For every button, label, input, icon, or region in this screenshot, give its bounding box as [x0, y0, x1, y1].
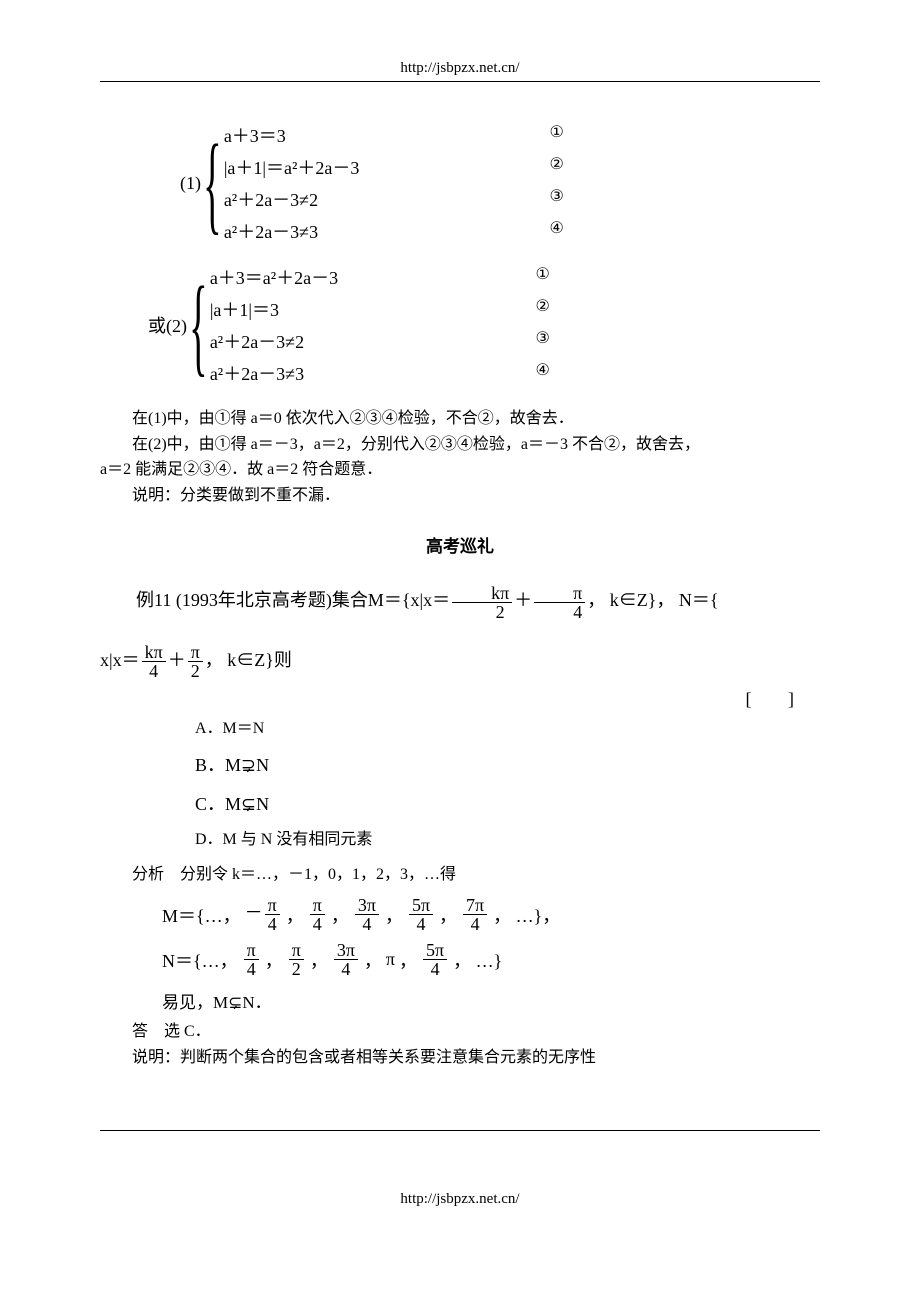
- eq-num: ①: [549, 122, 563, 148]
- paragraph-3: 说明：分类要做到不重不漏．: [100, 483, 820, 509]
- example11-line1-suffix: ， k∈Z}， N＝{: [587, 590, 718, 610]
- option-d: D．M 与 N 没有相同元素: [195, 826, 820, 855]
- set-item: －π4: [245, 896, 282, 933]
- system1-lines: a＋3＝3 ① |a＋1|＝a²＋2a－3 ② a²＋2a－3≠2 ③ a²＋2…: [224, 122, 564, 244]
- eq-num: ③: [535, 328, 549, 354]
- footer-url: http://jsbpzx.net.cn/: [100, 1191, 820, 1208]
- set-item: π2: [287, 941, 306, 978]
- subset-neq-icon: ⊊: [241, 788, 256, 820]
- paragraph-2b: a＝2 能满足②③④．故 a＝2 符合题意．: [100, 457, 820, 483]
- analysis-label: 分析 分别令 k＝…，－1，0，1，2，3，…得: [100, 861, 820, 888]
- eq-line: |a＋1|＝3 ②: [210, 296, 550, 322]
- set-item: 3π4: [332, 941, 360, 978]
- example-11: 例11 (1993年北京高考题)集合M＝{x|x＝kπ2＋π4， k∈Z}， N…: [100, 581, 820, 680]
- option-b-suffix: N: [256, 755, 269, 775]
- eq-line: a＋3＝a²＋2a－3 ①: [210, 264, 550, 290]
- note-line: 说明：判断两个集合的包含或者相等关系要注意集合元素的无序性: [100, 1045, 820, 1071]
- example11-line2-prefix: x|x＝: [100, 650, 140, 670]
- conclusion-suffix: N．: [242, 993, 271, 1012]
- example11-line2-suffix: ， k∈Z}则: [205, 650, 292, 670]
- set-item: π: [386, 949, 395, 970]
- system1-prefix: (1): [180, 173, 201, 194]
- option-b-prefix: B．M: [195, 755, 241, 775]
- eq-expr: a²＋2a－3≠2: [210, 328, 304, 354]
- option-c-prefix: C．M: [195, 794, 241, 814]
- set-item: π4: [242, 941, 261, 978]
- eq-num: ②: [549, 154, 563, 180]
- set-item: 5π4: [407, 896, 435, 933]
- option-c: C．M⊊N: [195, 788, 820, 820]
- page-content: http://jsbpzx.net.cn/ (1) { a＋3＝3 ① |a＋1…: [0, 0, 920, 1248]
- eq-num: ④: [535, 360, 549, 386]
- answer-line: 答 选 C．: [100, 1019, 820, 1045]
- conclusion-prefix: 易见，M: [162, 993, 228, 1012]
- equation-system-2: 或(2) { a＋3＝a²＋2a－3 ① |a＋1|＝3 ② a²＋2a－3≠2…: [148, 264, 820, 386]
- subset-neq-icon: ⊊: [228, 993, 242, 1012]
- paragraph-2: 在(2)中，由①得 a＝－3，a＝2，分别代入②③④检验，a＝－3 不合②，故舍…: [100, 432, 820, 458]
- option-c-suffix: N: [256, 794, 269, 814]
- supset-neq-icon: ⊋: [241, 749, 256, 781]
- section-title: 高考巡礼: [100, 532, 820, 557]
- set-m-suffix: ， …}，: [493, 902, 560, 928]
- fraction: π2: [188, 643, 203, 680]
- set-n: N＝{…， π4， π2， 3π4， π， 5π4 ， …}: [162, 941, 820, 978]
- eq-expr: a²＋2a－3≠3: [210, 360, 304, 386]
- eq-line: a²＋2a－3≠2 ③: [224, 186, 564, 212]
- option-a: A．M＝N: [195, 715, 820, 744]
- eq-expr: |a＋1|＝a²＋2a－3: [224, 154, 360, 180]
- eq-expr: a＋3＝a²＋2a－3: [210, 264, 338, 290]
- set-item: 5π4: [421, 941, 449, 978]
- eq-line: a²＋2a－3≠3 ④: [210, 360, 550, 386]
- eq-line: a²＋2a－3≠3 ④: [224, 218, 564, 244]
- left-brace-icon: {: [189, 276, 207, 375]
- header-rule: [100, 81, 820, 82]
- system2-prefix: 或(2): [148, 312, 187, 338]
- eq-num: ④: [549, 218, 563, 244]
- eq-line: a²＋2a－3≠2 ③: [210, 328, 550, 354]
- eq-line: |a＋1|＝a²＋2a－3 ②: [224, 154, 564, 180]
- eq-expr: a＋3＝3: [224, 122, 286, 148]
- system2-lines: a＋3＝a²＋2a－3 ① |a＋1|＝3 ② a²＋2a－3≠2 ③ a²＋2…: [210, 264, 550, 386]
- paragraph-1: 在(1)中，由①得 a＝0 依次代入②③④检验，不合②，故舍去．: [100, 406, 820, 432]
- fraction: kπ4: [142, 643, 166, 680]
- set-item: π4: [308, 896, 327, 933]
- eq-num: ③: [549, 186, 563, 212]
- plus-sign: ＋: [168, 650, 186, 670]
- plus-sign: ＋: [514, 590, 532, 610]
- eq-expr: a²＋2a－3≠3: [224, 218, 318, 244]
- footer-rule: [100, 1130, 820, 1131]
- eq-expr: a²＋2a－3≠2: [224, 186, 318, 212]
- eq-line: a＋3＝3 ①: [224, 122, 564, 148]
- eq-num: ②: [535, 296, 549, 322]
- example11-line1-prefix: 例11 (1993年北京高考题)集合M＝{x|x＝: [136, 590, 450, 610]
- set-m: M＝{…， －π4， π4， 3π4， 5π4， 7π4 ， …}，: [162, 896, 820, 933]
- fraction: π4: [534, 584, 585, 621]
- conclusion-line: 易见，M⊊N．: [162, 988, 820, 1013]
- set-item: 3π4: [353, 896, 381, 933]
- eq-expr: |a＋1|＝3: [210, 296, 279, 322]
- fraction: kπ2: [452, 584, 512, 621]
- set-m-prefix: M＝{…，: [162, 902, 241, 928]
- answer-bracket: [ ]: [746, 689, 811, 710]
- left-brace-icon: {: [203, 134, 221, 233]
- header-url: http://jsbpzx.net.cn/: [100, 60, 820, 77]
- set-item: 7π4: [461, 896, 489, 933]
- set-n-suffix: ， …}: [453, 947, 502, 973]
- equation-system-1: (1) { a＋3＝3 ① |a＋1|＝a²＋2a－3 ② a²＋2a－3≠2 …: [180, 122, 820, 244]
- set-n-prefix: N＝{…，: [162, 947, 238, 973]
- eq-num: ①: [535, 264, 549, 290]
- option-b: B．M⊋N: [195, 749, 820, 781]
